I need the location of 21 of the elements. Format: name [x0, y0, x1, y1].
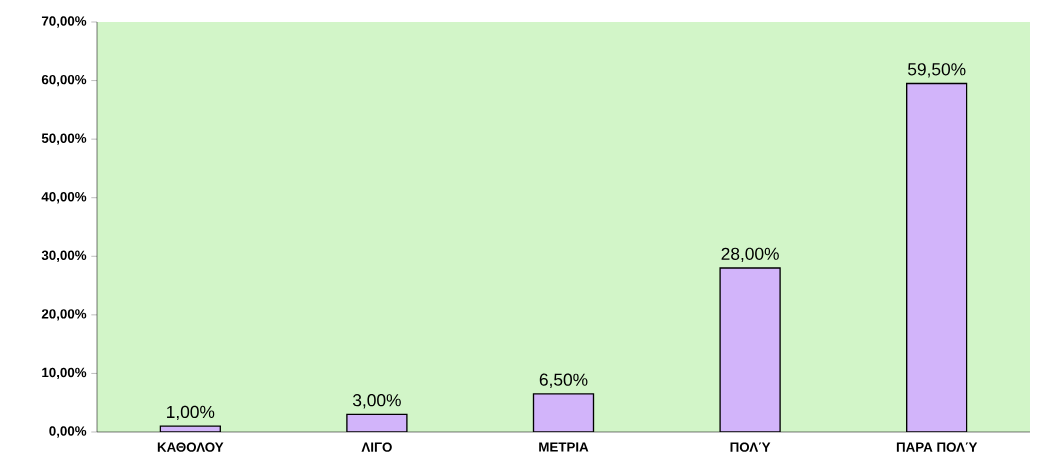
x-tick-label: ΠΟΛΎ	[730, 442, 771, 452]
y-tick-label: 40,00%	[41, 192, 87, 204]
y-tick-label: 50,00%	[41, 133, 87, 145]
data-label: 6,50%	[539, 373, 588, 388]
data-label: 59,50%	[907, 63, 966, 78]
x-tick-label: ΛΙΓΟ	[361, 442, 392, 452]
y-tick-label: 60,00%	[41, 74, 87, 87]
bar	[906, 82, 968, 432]
x-tick-label: ΠΑΡΑ ΠΟΛΎ	[896, 442, 978, 452]
data-label: 3,00%	[353, 394, 401, 409]
bar	[719, 267, 781, 432]
bar	[532, 393, 595, 432]
x-tick-label: ΜΕΤΡΙΑ	[539, 442, 589, 452]
y-tick-label: 70,00%	[41, 16, 87, 28]
y-tick-label: 30,00%	[41, 250, 87, 262]
data-label: 28,00%	[721, 247, 779, 262]
y-tick-label: 0,00%	[49, 426, 87, 438]
y-tick-label: 20,00%	[41, 309, 87, 321]
x-tick-label: ΚΑΘΟΛΟΥ	[157, 442, 224, 452]
y-tick-label: 10,00%	[42, 367, 87, 380]
data-label: 1,00%	[167, 405, 215, 421]
